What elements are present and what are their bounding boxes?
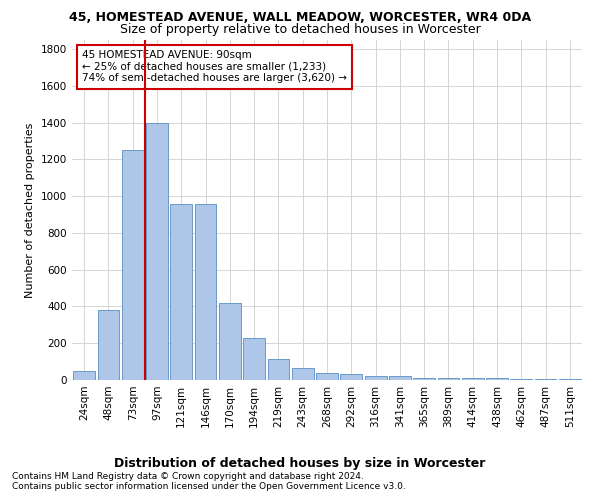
Bar [292, 368, 314, 380]
Bar [243, 338, 265, 380]
Text: 45 HOMESTEAD AVENUE: 90sqm
← 25% of detached houses are smaller (1,233)
74% of s: 45 HOMESTEAD AVENUE: 90sqm ← 25% of deta… [82, 50, 347, 84]
Bar [73, 371, 95, 380]
Bar [413, 378, 435, 380]
Bar [511, 379, 532, 380]
Bar [389, 376, 411, 380]
Bar [559, 379, 581, 380]
Bar [535, 379, 556, 380]
Text: Size of property relative to detached houses in Worcester: Size of property relative to detached ho… [119, 22, 481, 36]
Bar [194, 204, 217, 380]
Bar [437, 378, 460, 380]
Bar [340, 374, 362, 380]
Bar [146, 122, 168, 380]
Text: Distribution of detached houses by size in Worcester: Distribution of detached houses by size … [115, 458, 485, 470]
Bar [268, 359, 289, 380]
Bar [486, 378, 508, 380]
Text: 45, HOMESTEAD AVENUE, WALL MEADOW, WORCESTER, WR4 0DA: 45, HOMESTEAD AVENUE, WALL MEADOW, WORCE… [69, 11, 531, 24]
Bar [122, 150, 143, 380]
Bar [365, 376, 386, 380]
Bar [97, 310, 119, 380]
Bar [219, 303, 241, 380]
Bar [462, 378, 484, 380]
Bar [316, 372, 338, 380]
Text: Contains HM Land Registry data © Crown copyright and database right 2024.: Contains HM Land Registry data © Crown c… [12, 472, 364, 481]
Y-axis label: Number of detached properties: Number of detached properties [25, 122, 35, 298]
Text: Contains public sector information licensed under the Open Government Licence v3: Contains public sector information licen… [12, 482, 406, 491]
Bar [170, 204, 192, 380]
